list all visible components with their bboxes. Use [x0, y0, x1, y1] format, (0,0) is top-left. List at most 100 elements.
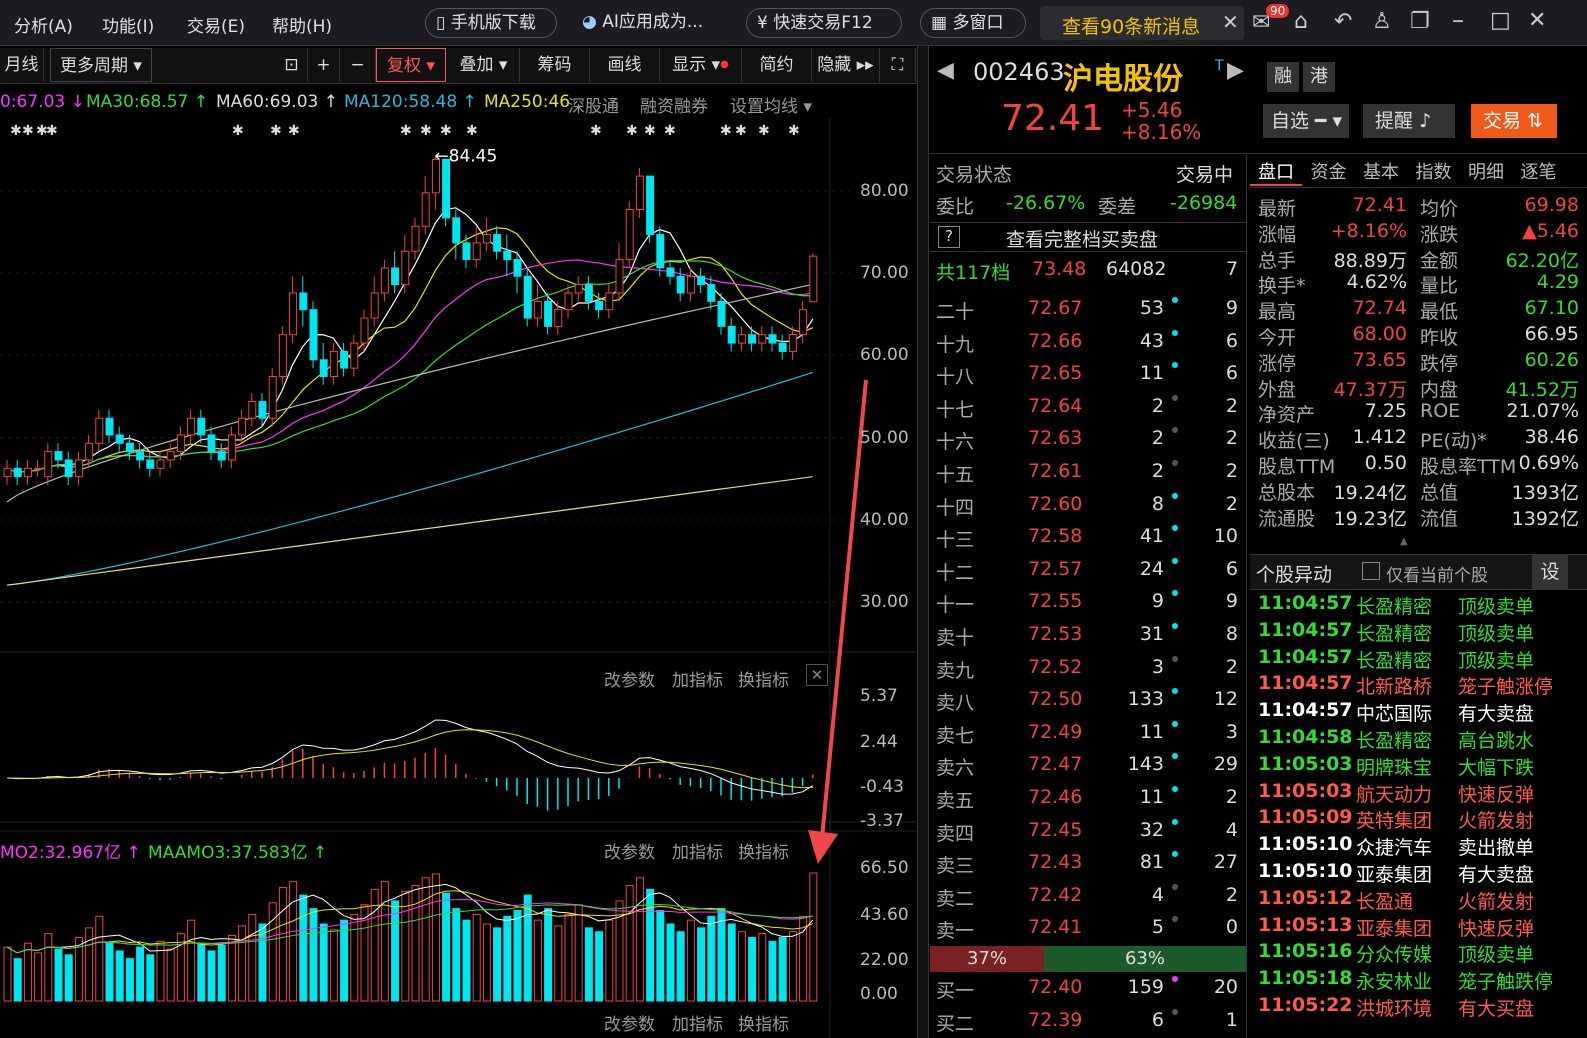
menu-trade[interactable]: 交易(E)	[187, 17, 246, 37]
asks-row[interactable]: 卖十 72.53 31 8	[930, 619, 1246, 651]
display-dropdown[interactable]: 显示 ▾●	[660, 48, 742, 82]
alert-item[interactable]: 11:05:22 洪城环境 有大买盘	[1250, 994, 1587, 1020]
alert-item[interactable]: 11:04:57 长盈精密 顶级卖单	[1250, 646, 1587, 672]
tab-2[interactable]: 基本	[1363, 162, 1399, 183]
window-close-icon[interactable]: ✕	[1528, 8, 1547, 33]
restore-icon[interactable]: ❐	[1410, 9, 1430, 34]
shirt-icon[interactable]: ♙	[1372, 9, 1392, 34]
vol-swap-button[interactable]: 换指标	[738, 843, 789, 863]
alert-item[interactable]: 11:05:09 英特集团 火箭发射	[1250, 806, 1587, 832]
quick-trade-button[interactable]: ¥ 快速交易F12	[746, 8, 902, 38]
event-marker[interactable]: ✱	[36, 123, 48, 139]
asks-row[interactable]: 十七 72.64 2 2	[930, 391, 1246, 423]
next-stock-icon[interactable]: ▶	[1227, 58, 1244, 83]
period-month[interactable]: 月线	[0, 48, 44, 82]
alert-item[interactable]: 11:05:13 亚泰集团 快速反弹	[1250, 914, 1587, 940]
asks-row[interactable]: 卖九 72.52 3 2	[930, 652, 1246, 684]
overlay-dropdown[interactable]: 叠加 ▾	[448, 48, 520, 82]
panel-splitter[interactable]	[917, 46, 929, 1038]
zoom-in-icon[interactable]: +	[308, 48, 340, 82]
event-marker[interactable]: ✱	[270, 123, 282, 139]
margin-button[interactable]: 融资融券	[640, 97, 708, 117]
event-marker[interactable]: ✱	[288, 123, 300, 139]
asks-row[interactable]: 卖五 72.46 11 2	[930, 782, 1246, 814]
back-icon[interactable]: ↶	[1334, 9, 1353, 34]
event-marker[interactable]: ✱	[46, 123, 58, 139]
vol-param-button[interactable]: 改参数	[604, 843, 655, 863]
asks-row[interactable]: 卖一 72.41 5 0	[930, 912, 1246, 944]
kline-chart[interactable]: ←84.45 ✱ ✱ ✱✱ ✱ ✱ ✱ ✱ ✱ ✱ ✱ ✱ ✱ ✱ ✱ ✱ ✱ ✱ ✱	[0, 118, 917, 1038]
alert-item[interactable]: 11:05:12 长盈通 火箭发射	[1250, 887, 1587, 913]
watchlist-dropdown[interactable]: 自选 ━ ▾	[1263, 104, 1349, 138]
vol-add-button[interactable]: 加指标	[672, 843, 723, 863]
event-marker[interactable]: ✱	[735, 123, 747, 139]
only-current-checkbox[interactable]	[1362, 562, 1380, 580]
asks-row[interactable]: 二十 72.67 53 9	[930, 293, 1246, 325]
tab-5[interactable]: 逐笔	[1520, 162, 1557, 183]
event-marker[interactable]: ✱	[626, 123, 638, 139]
macd-add-button[interactable]: 加指标	[672, 671, 723, 691]
sgt-button[interactable]: 深股通	[568, 97, 619, 117]
menu-analysis[interactable]: 分析(A)	[14, 17, 73, 37]
zoom-out-icon[interactable]: −	[340, 48, 376, 82]
alert-item[interactable]: 11:05:10 亚泰集团 有大卖盘	[1250, 860, 1587, 886]
news-tab[interactable]: 查看90条新消息 ✕	[1040, 6, 1244, 40]
mail-icon[interactable]: ✉	[1252, 10, 1271, 35]
more-period-dropdown[interactable]: 更多周期 ▾	[50, 48, 152, 82]
asks-row[interactable]: 卖七 72.49 11 3	[930, 717, 1246, 749]
asks-row[interactable]: 十四 72.60 8 2	[930, 489, 1246, 521]
trade-button[interactable]: 交易 ⇅	[1471, 104, 1557, 138]
tab-4[interactable]: 明细	[1468, 162, 1504, 183]
bids-row[interactable]: 买一 72.40 159 20	[930, 972, 1246, 1004]
asks-row[interactable]: 卖八 72.50 133 12	[930, 684, 1246, 716]
asks-row[interactable]: 十三 72.58 41 10	[930, 521, 1246, 553]
fuquan-dropdown[interactable]: 复权 ▾	[376, 48, 446, 82]
multi-window-button[interactable]: ▦ 多窗口	[920, 8, 1026, 38]
home-icon[interactable]: ⌂	[1294, 9, 1308, 34]
remind-button[interactable]: 提醒 ♪	[1363, 104, 1455, 138]
macd-close-icon[interactable]: ✕	[806, 664, 828, 686]
macd-param-button[interactable]: 改参数	[604, 671, 655, 691]
panel3-add-button[interactable]: 加指标	[672, 1015, 723, 1035]
event-marker[interactable]: ✱	[10, 123, 22, 139]
event-marker[interactable]: ✱	[788, 123, 800, 139]
tab-0[interactable]: 盘口	[1250, 160, 1302, 186]
asks-row[interactable]: 十二 72.57 24 6	[930, 554, 1246, 586]
menu-help[interactable]: 帮助(H)	[272, 17, 333, 37]
draw-button[interactable]: 画线	[590, 48, 660, 82]
event-marker[interactable]: ✱	[22, 123, 34, 139]
alert-item[interactable]: 11:05:03 航天动力 快速反弹	[1250, 780, 1587, 806]
macd-swap-button[interactable]: 换指标	[738, 671, 789, 691]
event-marker[interactable]: ✱	[232, 123, 244, 139]
event-marker[interactable]: ✱	[466, 123, 478, 139]
collapse-icon[interactable]: ▲	[1400, 536, 1408, 547]
set-ma-dropdown[interactable]: 设置均线 ▾	[730, 97, 812, 117]
asks-row[interactable]: 十九 72.66 43 6	[930, 326, 1246, 358]
event-marker[interactable]: ✱	[758, 123, 770, 139]
asks-row[interactable]: 卖四 72.45 32 4	[930, 815, 1246, 847]
alert-item[interactable]: 11:05:10 众捷汽车 卖出撤单	[1250, 833, 1587, 859]
minimize-icon[interactable]: –	[1452, 6, 1464, 34]
asks-row[interactable]: 十六 72.63 2 2	[930, 423, 1246, 455]
event-marker[interactable]: ✱	[420, 123, 432, 139]
alert-item[interactable]: 11:04:57 中芯国际 有大卖盘	[1250, 699, 1587, 725]
event-marker[interactable]: ✱	[720, 123, 732, 139]
panel3-param-button[interactable]: 改参数	[604, 1015, 655, 1035]
menu-function[interactable]: 功能(I)	[102, 17, 155, 37]
asks-row[interactable]: 十一 72.55 9 9	[930, 586, 1246, 618]
mobile-download-button[interactable]: ▯ 手机版下载	[425, 8, 557, 38]
asks-row[interactable]: 十八 72.65 11 6	[930, 358, 1246, 390]
asks-row[interactable]: 卖六 72.47 143 29	[930, 749, 1246, 781]
bids-row[interactable]: 买二 72.39 6 1	[930, 1005, 1246, 1037]
asks-row[interactable]: 卖三 72.43 81 27	[930, 847, 1246, 879]
simple-button[interactable]: 简约	[742, 48, 812, 82]
panel3-swap-button[interactable]: 换指标	[738, 1015, 789, 1035]
event-marker[interactable]: ✱	[664, 123, 676, 139]
full-depth-button[interactable]: ? 查看完整档买卖盘	[930, 222, 1246, 252]
asks-row[interactable]: 卖二 72.42 4 2	[930, 880, 1246, 912]
ai-app-button[interactable]: ◕ AI应用成为...	[582, 12, 704, 32]
alert-item[interactable]: 11:05:03 明牌珠宝 大幅下跌	[1250, 753, 1587, 779]
tab-1[interactable]: 资金	[1310, 162, 1347, 183]
chip-button[interactable]: 筹码	[520, 48, 590, 82]
asks-row[interactable]: 十五 72.61 2 2	[930, 456, 1246, 488]
